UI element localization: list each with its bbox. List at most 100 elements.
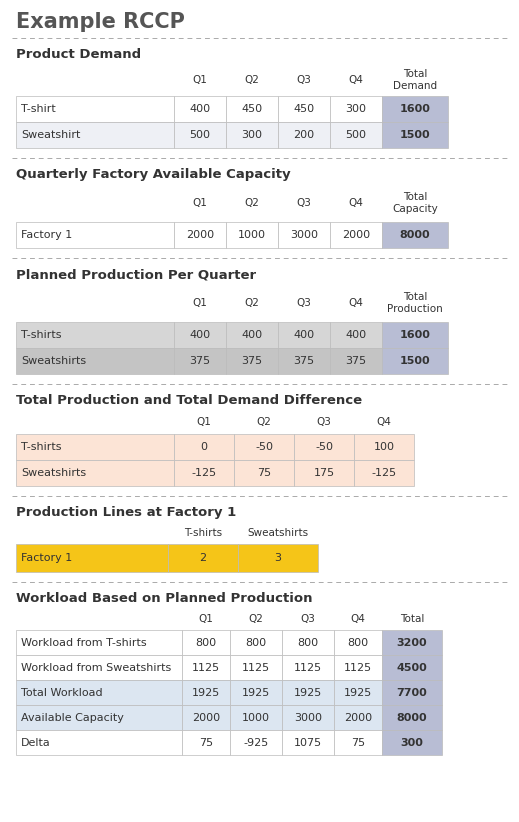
Text: Q2: Q2 [249,614,264,624]
Text: 1000: 1000 [242,713,270,723]
Text: Q2: Q2 [244,298,260,308]
Text: Q3: Q3 [296,75,311,85]
Text: 1500: 1500 [400,130,430,140]
Bar [354,434,414,460]
Text: Total Workload: Total Workload [21,687,103,698]
Bar [330,222,382,248]
Bar [330,96,382,122]
Text: Total Production and Total Demand Difference: Total Production and Total Demand Differ… [16,394,362,407]
Text: Planned Production Per Quarter: Planned Production Per Quarter [16,268,256,281]
Text: 75: 75 [199,737,213,747]
Text: Q4: Q4 [377,417,391,427]
Text: 300: 300 [401,737,424,747]
Bar [16,348,174,374]
Text: 2000: 2000 [192,713,220,723]
Bar [174,222,226,248]
Bar [382,122,448,148]
Text: Total: Total [400,614,424,624]
Bar [168,544,238,572]
Text: Sweatshirts: Sweatshirts [21,468,86,478]
Text: Q3: Q3 [296,198,311,208]
Text: Workload from Sweatshirts: Workload from Sweatshirts [21,663,171,672]
Text: T-shirts: T-shirts [21,442,61,452]
Text: -125: -125 [372,468,397,478]
Text: Factory 1: Factory 1 [21,230,72,240]
Text: 375: 375 [293,356,315,366]
Bar [16,655,182,680]
Bar [382,96,448,122]
Text: Q1: Q1 [193,75,208,85]
Bar [226,96,278,122]
Text: Q3: Q3 [296,298,311,308]
Bar [182,655,230,680]
Bar [16,680,182,705]
Bar [226,348,278,374]
Text: Q1: Q1 [193,298,208,308]
Text: 400: 400 [241,330,263,340]
Bar [334,680,382,705]
Bar [334,655,382,680]
Text: T-shirt: T-shirt [21,104,56,114]
Text: 8000: 8000 [397,713,427,723]
Bar [294,434,354,460]
Text: 1125: 1125 [192,663,220,672]
Bar [334,730,382,755]
Text: Sweatshirts: Sweatshirts [248,528,309,538]
Bar [382,322,448,348]
Text: Total
Capacity: Total Capacity [392,192,438,214]
Bar [278,96,330,122]
Text: 200: 200 [293,130,315,140]
Text: 1500: 1500 [400,356,430,366]
Text: -125: -125 [192,468,216,478]
Bar [174,434,234,460]
Text: 2000: 2000 [186,230,214,240]
Text: Q1: Q1 [193,198,208,208]
Text: 4500: 4500 [397,663,427,672]
Bar [234,460,294,486]
Text: Q1: Q1 [197,417,211,427]
Text: 175: 175 [313,468,335,478]
Text: 1000: 1000 [238,230,266,240]
Text: 800: 800 [245,638,267,648]
Text: 500: 500 [189,130,211,140]
Bar [174,322,226,348]
Text: 1925: 1925 [192,687,220,698]
Text: 7700: 7700 [397,687,427,698]
Bar [230,680,282,705]
Text: 375: 375 [189,356,211,366]
Text: Q4: Q4 [349,298,363,308]
Bar [382,222,448,248]
Bar [174,122,226,148]
Text: 1925: 1925 [294,687,322,698]
Text: T-shirts: T-shirts [184,528,222,538]
Bar [278,348,330,374]
Text: 300: 300 [241,130,263,140]
Bar [282,705,334,730]
Bar [174,348,226,374]
Bar [382,705,442,730]
Bar [382,655,442,680]
Text: Production Lines at Factory 1: Production Lines at Factory 1 [16,506,236,519]
Text: Q4: Q4 [349,75,363,85]
Bar [16,122,174,148]
Text: 8000: 8000 [400,230,430,240]
Text: Workload Based on Planned Production: Workload Based on Planned Production [16,592,312,605]
Bar [16,730,182,755]
Text: 450: 450 [293,104,315,114]
Text: Total
Production: Total Production [387,292,443,314]
Text: 2: 2 [199,553,207,563]
Bar [230,705,282,730]
Text: -925: -925 [243,737,269,747]
Bar [282,680,334,705]
Text: Product Demand: Product Demand [16,48,141,61]
Text: 800: 800 [196,638,216,648]
Text: Q4: Q4 [349,198,363,208]
Text: -50: -50 [255,442,273,452]
Text: 400: 400 [293,330,315,340]
Bar [354,460,414,486]
Text: 0: 0 [200,442,208,452]
Text: 2000: 2000 [344,713,372,723]
Text: Q3: Q3 [301,614,316,624]
Text: Q4: Q4 [350,614,365,624]
Text: T-shirts: T-shirts [21,330,61,340]
